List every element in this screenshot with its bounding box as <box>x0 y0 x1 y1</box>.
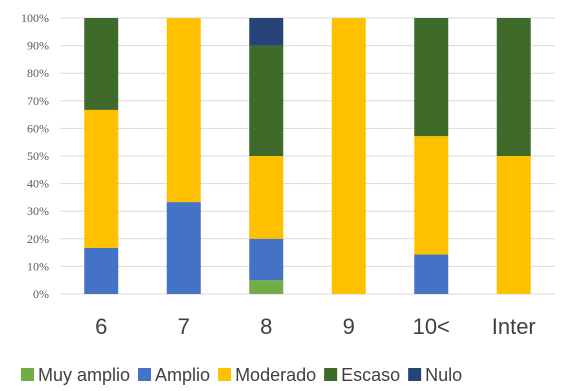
bar-segment-moderado-2 <box>249 156 284 239</box>
y-tick-label: 80% <box>27 66 49 80</box>
x-tick-label: Inter <box>492 314 536 339</box>
bar-segment-escaso-2 <box>249 45 284 156</box>
x-tick-label: 7 <box>178 314 190 339</box>
y-tick-label: 30% <box>27 204 49 218</box>
legend-label: Amplio <box>155 365 210 385</box>
bar-segment-escaso-4 <box>414 18 449 137</box>
legend-swatch <box>324 368 338 381</box>
y-tick-label: 20% <box>27 232 49 246</box>
y-tick-label: 0% <box>33 287 49 301</box>
legend-swatch <box>21 368 34 381</box>
legend-label: Escaso <box>341 365 400 385</box>
x-tick-label: 8 <box>260 314 272 339</box>
y-tick-label: 100% <box>21 11 49 25</box>
bar-segment-amplio-1 <box>166 202 201 294</box>
bar-segment-amplio-2 <box>249 238 284 281</box>
legend-label: Moderado <box>235 365 316 385</box>
y-tick-label: 10% <box>27 259 49 273</box>
y-tick-label: 70% <box>27 94 49 108</box>
bars <box>84 18 531 294</box>
legend-swatch <box>138 368 152 381</box>
gridlines <box>60 17 555 295</box>
bar-segment-moderado-0 <box>84 109 119 248</box>
y-tick-label: 50% <box>27 149 49 163</box>
x-axis-ticks: 6 7 8 9 10< Inter <box>95 314 536 339</box>
bar-segment-moderado-5 <box>496 156 531 294</box>
legend: Muy amplio Amplio Moderado Escaso Nulo <box>21 365 462 385</box>
bar-segment-amplio-4 <box>414 254 449 294</box>
y-tick-label: 40% <box>27 177 49 191</box>
bar-segment-escaso-5 <box>496 18 531 156</box>
bar-segment-muy-amplio-2 <box>249 280 284 294</box>
x-tick-label: 9 <box>343 314 355 339</box>
bar-segment-moderado-1 <box>166 18 201 203</box>
y-axis-ticks: 0% 10% 20% 30% 40% 50% 60% 70% 80% 90% 100% <box>21 11 49 301</box>
bar-segment-moderado-3 <box>331 18 366 294</box>
bar-segment-amplio-0 <box>84 247 119 294</box>
legend-swatch <box>218 368 232 381</box>
x-tick-label: 10< <box>413 314 450 339</box>
bar-segment-moderado-4 <box>414 136 449 255</box>
y-tick-label: 90% <box>27 39 49 53</box>
x-tick-label: 6 <box>95 314 107 339</box>
y-tick-label: 60% <box>27 121 49 135</box>
bar-segment-nulo-2 <box>249 18 284 46</box>
legend-swatch <box>408 368 422 381</box>
bar-segment-escaso-0 <box>84 18 119 110</box>
legend-label: Muy amplio <box>38 365 130 385</box>
legend-label: Nulo <box>425 365 462 385</box>
